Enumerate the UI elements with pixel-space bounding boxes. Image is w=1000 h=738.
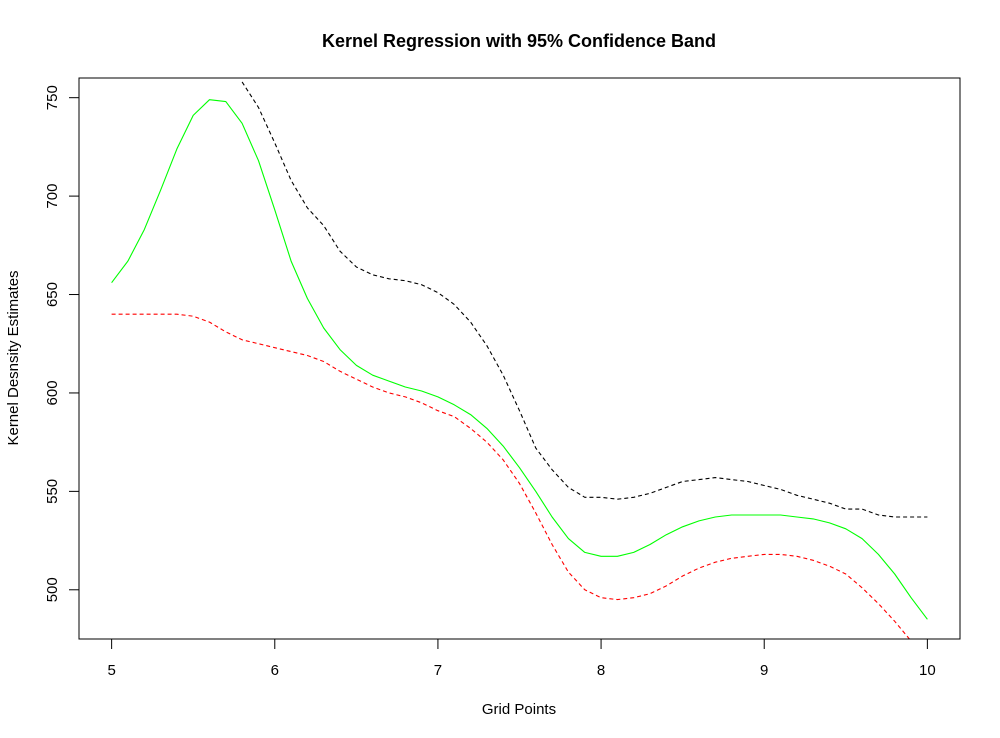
series-line-3 <box>111 313 911 639</box>
x-axis: 5 6 7 8 9 10 <box>107 638 936 679</box>
x-tick-label: 9 <box>760 662 768 679</box>
y-tick-label: 600 <box>44 380 61 405</box>
plot-area <box>111 81 928 639</box>
y-axis-label: Kernel Desnsity Estimates <box>5 270 22 445</box>
y-tick-label: 550 <box>44 479 61 504</box>
x-tick-label: 7 <box>434 662 442 679</box>
series-line-2 <box>241 81 928 518</box>
y-tick-label: 750 <box>44 85 61 110</box>
x-tick-label: 10 <box>919 662 936 679</box>
y-tick-label: 500 <box>44 577 61 602</box>
x-tick-label: 5 <box>107 662 115 679</box>
y-tick-label: 700 <box>44 184 61 209</box>
x-tick-label: 8 <box>597 662 605 679</box>
chart-title: Kernel Regression with 95% Confidence Ba… <box>322 31 716 51</box>
series-line-1 <box>111 99 928 620</box>
plot-frame <box>78 77 961 640</box>
y-axis: 500 550 600 650 700 750 <box>44 85 80 602</box>
x-tick-label: 6 <box>271 662 279 679</box>
x-axis-label: Grid Points <box>482 701 556 718</box>
y-tick-label: 650 <box>44 282 61 307</box>
